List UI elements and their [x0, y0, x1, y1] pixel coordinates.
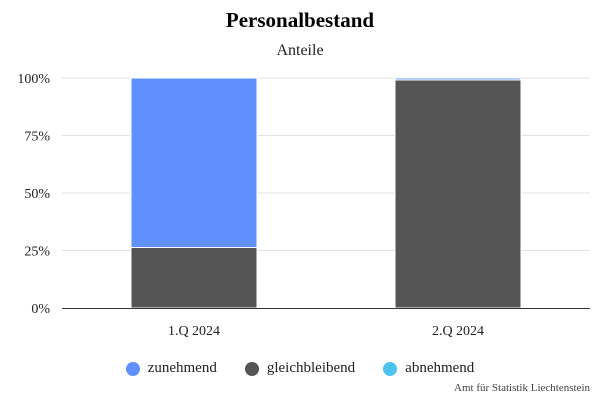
x-tick-label: 2.Q 2024 [432, 324, 484, 339]
legend-marker [244, 361, 259, 376]
legend-label: abnehmend [405, 360, 475, 376]
x-tick-label: 1.Q 2024 [168, 324, 220, 339]
bar-zunehmend-1 [130, 77, 258, 249]
legend-label: zunehmend [147, 360, 217, 376]
y-tick-label: 0% [31, 302, 50, 317]
legend-marker [125, 361, 140, 376]
chart-subtitle: Anteile [276, 42, 324, 59]
chart-title: Personalbestand [225, 8, 375, 32]
bar-gleichbleibend-2 [394, 79, 522, 309]
legend-item-abnehmend[interactable]: abnehmend [383, 360, 474, 377]
y-tick-label: 50% [24, 187, 50, 202]
y-tick-label: 75% [24, 130, 50, 145]
bar-zunehmend-2 [394, 77, 522, 81]
legend-marker [383, 361, 398, 376]
y-tick-label: 100% [17, 72, 50, 87]
source-credit: Amt für Statistik Liechtenstein [454, 382, 590, 394]
legend-label: gleichbleibend [266, 360, 356, 376]
bar-gleichbleibend-1 [130, 247, 258, 309]
legend: zunehmend gleichbleibend abnehmend [0, 360, 600, 377]
legend-item-gleichbleibend[interactable]: gleichbleibend [244, 360, 356, 377]
legend-item-zunehmend[interactable]: zunehmend [125, 360, 217, 377]
y-tick-label: 25% [24, 245, 50, 260]
